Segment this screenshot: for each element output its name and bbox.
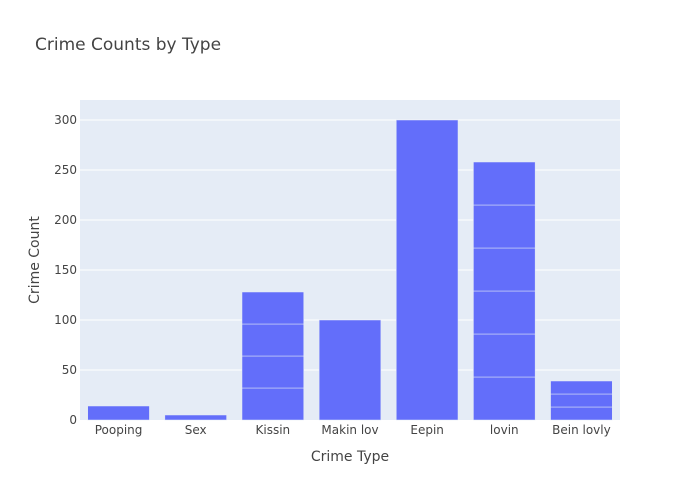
bar-lovin-segment-2[interactable] <box>473 290 536 335</box>
y-tick-label: 150 <box>54 263 77 277</box>
bar-bein-lovly-segment-2[interactable] <box>550 380 613 395</box>
bar-kissin-segment-1[interactable] <box>241 355 304 389</box>
bar-kissin-segment-2[interactable] <box>241 323 304 357</box>
bar-lovin-segment-4[interactable] <box>473 204 536 249</box>
y-tick-label: 0 <box>69 413 77 427</box>
bar-pooping-segment-0[interactable] <box>87 405 150 421</box>
bar-makin-lov-segment-0[interactable] <box>318 319 382 421</box>
bar-kissin-segment-3[interactable] <box>241 291 304 325</box>
y-tick-labels: 0 50 100 150 200 250 300 <box>54 113 77 427</box>
y-tick-label: 300 <box>54 113 77 127</box>
bars <box>87 119 613 421</box>
x-tick-label: lovin <box>490 423 519 437</box>
y-tick-label: 100 <box>54 313 77 327</box>
y-tick-label: 200 <box>54 213 77 227</box>
x-tick-label: Makin lov <box>321 423 378 437</box>
bar-bein-lovly-segment-0[interactable] <box>550 406 613 421</box>
bar-bein-lovly-segment-1[interactable] <box>550 393 613 408</box>
bar-lovin-segment-3[interactable] <box>473 247 536 292</box>
y-tick-label: 250 <box>54 163 77 177</box>
x-tick-label: Eepin <box>410 423 444 437</box>
bar-lovin-segment-5[interactable] <box>473 161 536 206</box>
bar-eepin-segment-0[interactable] <box>396 119 459 421</box>
x-axis-title: Crime Type <box>311 449 389 465</box>
x-tick-label: Pooping <box>95 423 143 437</box>
y-axis-title: Crime Count <box>27 216 43 304</box>
y-tick-label: 50 <box>62 363 77 377</box>
bar-kissin-segment-0[interactable] <box>241 387 304 421</box>
x-tick-labels: Pooping Sex Kissin Makin lov Eepin lovin Bein … <box>95 423 611 437</box>
x-tick-label: Sex <box>185 423 207 437</box>
bar-lovin-segment-0[interactable] <box>473 376 536 421</box>
chart-title: Crime Counts by Type <box>35 35 221 55</box>
x-tick-label: Bein lovly <box>552 423 611 437</box>
bar-sex-segment-0[interactable] <box>164 414 227 421</box>
bar-lovin-segment-1[interactable] <box>473 333 536 378</box>
x-tick-label: Kissin <box>256 423 291 437</box>
